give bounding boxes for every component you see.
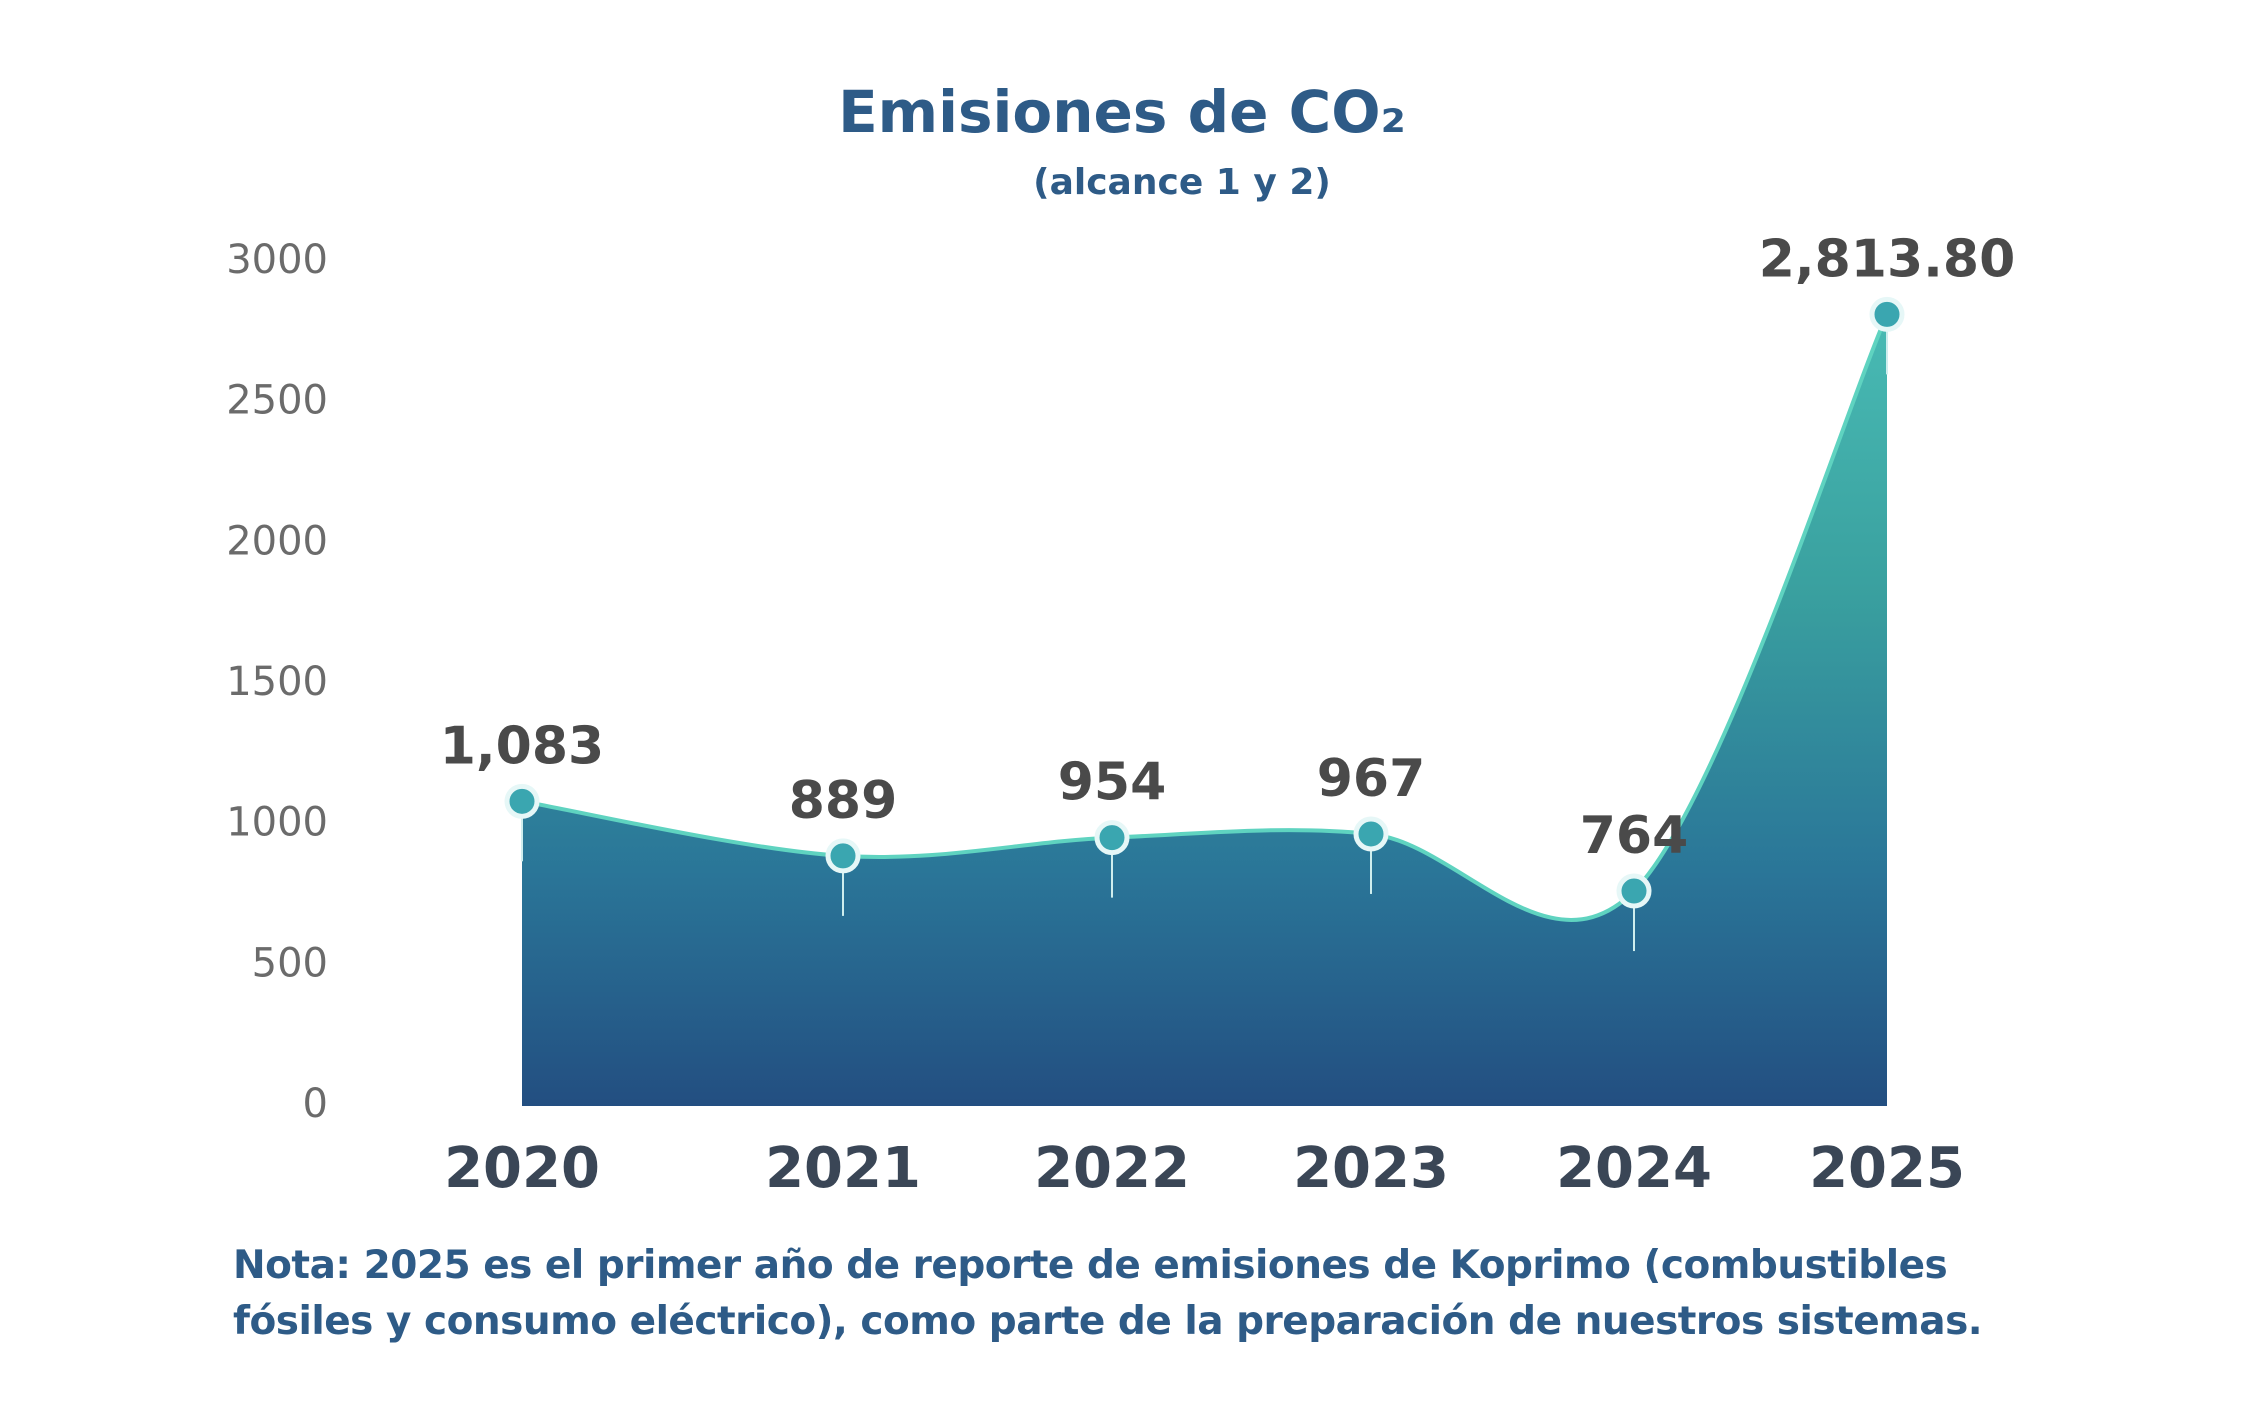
value-label: 1,083 bbox=[440, 716, 604, 776]
point bbox=[1353, 816, 1389, 852]
area-line bbox=[521, 313, 1889, 922]
x-tick-label: 2023 bbox=[1293, 1136, 1449, 1201]
value-label: 954 bbox=[1058, 753, 1167, 813]
x-tick-label: 2022 bbox=[1034, 1136, 1190, 1201]
y-tick-label: 1500 bbox=[226, 659, 328, 705]
note: Nota: 2025 es el primer año de reporte d… bbox=[233, 1243, 1983, 1344]
y-tick-label: 1000 bbox=[226, 800, 328, 846]
x-tick-label: 2025 bbox=[1809, 1136, 1965, 1201]
point bbox=[1094, 820, 1130, 856]
value-label: 967 bbox=[1317, 749, 1426, 809]
y-tick-label: 2000 bbox=[226, 518, 328, 564]
y-tick-label: 500 bbox=[252, 940, 328, 986]
value-label: 764 bbox=[1580, 806, 1689, 866]
point bbox=[1869, 296, 1905, 332]
point bbox=[1616, 873, 1652, 909]
chart-title: Emisiones de CO₂ bbox=[838, 78, 1406, 146]
area bbox=[522, 314, 1887, 1106]
chart-subtitle: (alcance 1 y 2) bbox=[1033, 162, 1331, 203]
point bbox=[825, 838, 861, 874]
y-tick-label: 0 bbox=[303, 1081, 328, 1127]
x-tick-label: 2021 bbox=[765, 1136, 921, 1201]
value-label: 2,813.80 bbox=[1759, 229, 2016, 289]
value-label: 889 bbox=[789, 771, 898, 831]
y-tick-label: 3000 bbox=[226, 237, 328, 283]
x-tick-label: 2020 bbox=[444, 1136, 600, 1201]
point bbox=[504, 783, 540, 819]
x-tick-label: 2024 bbox=[1556, 1136, 1712, 1201]
y-tick-label: 2500 bbox=[226, 378, 328, 424]
